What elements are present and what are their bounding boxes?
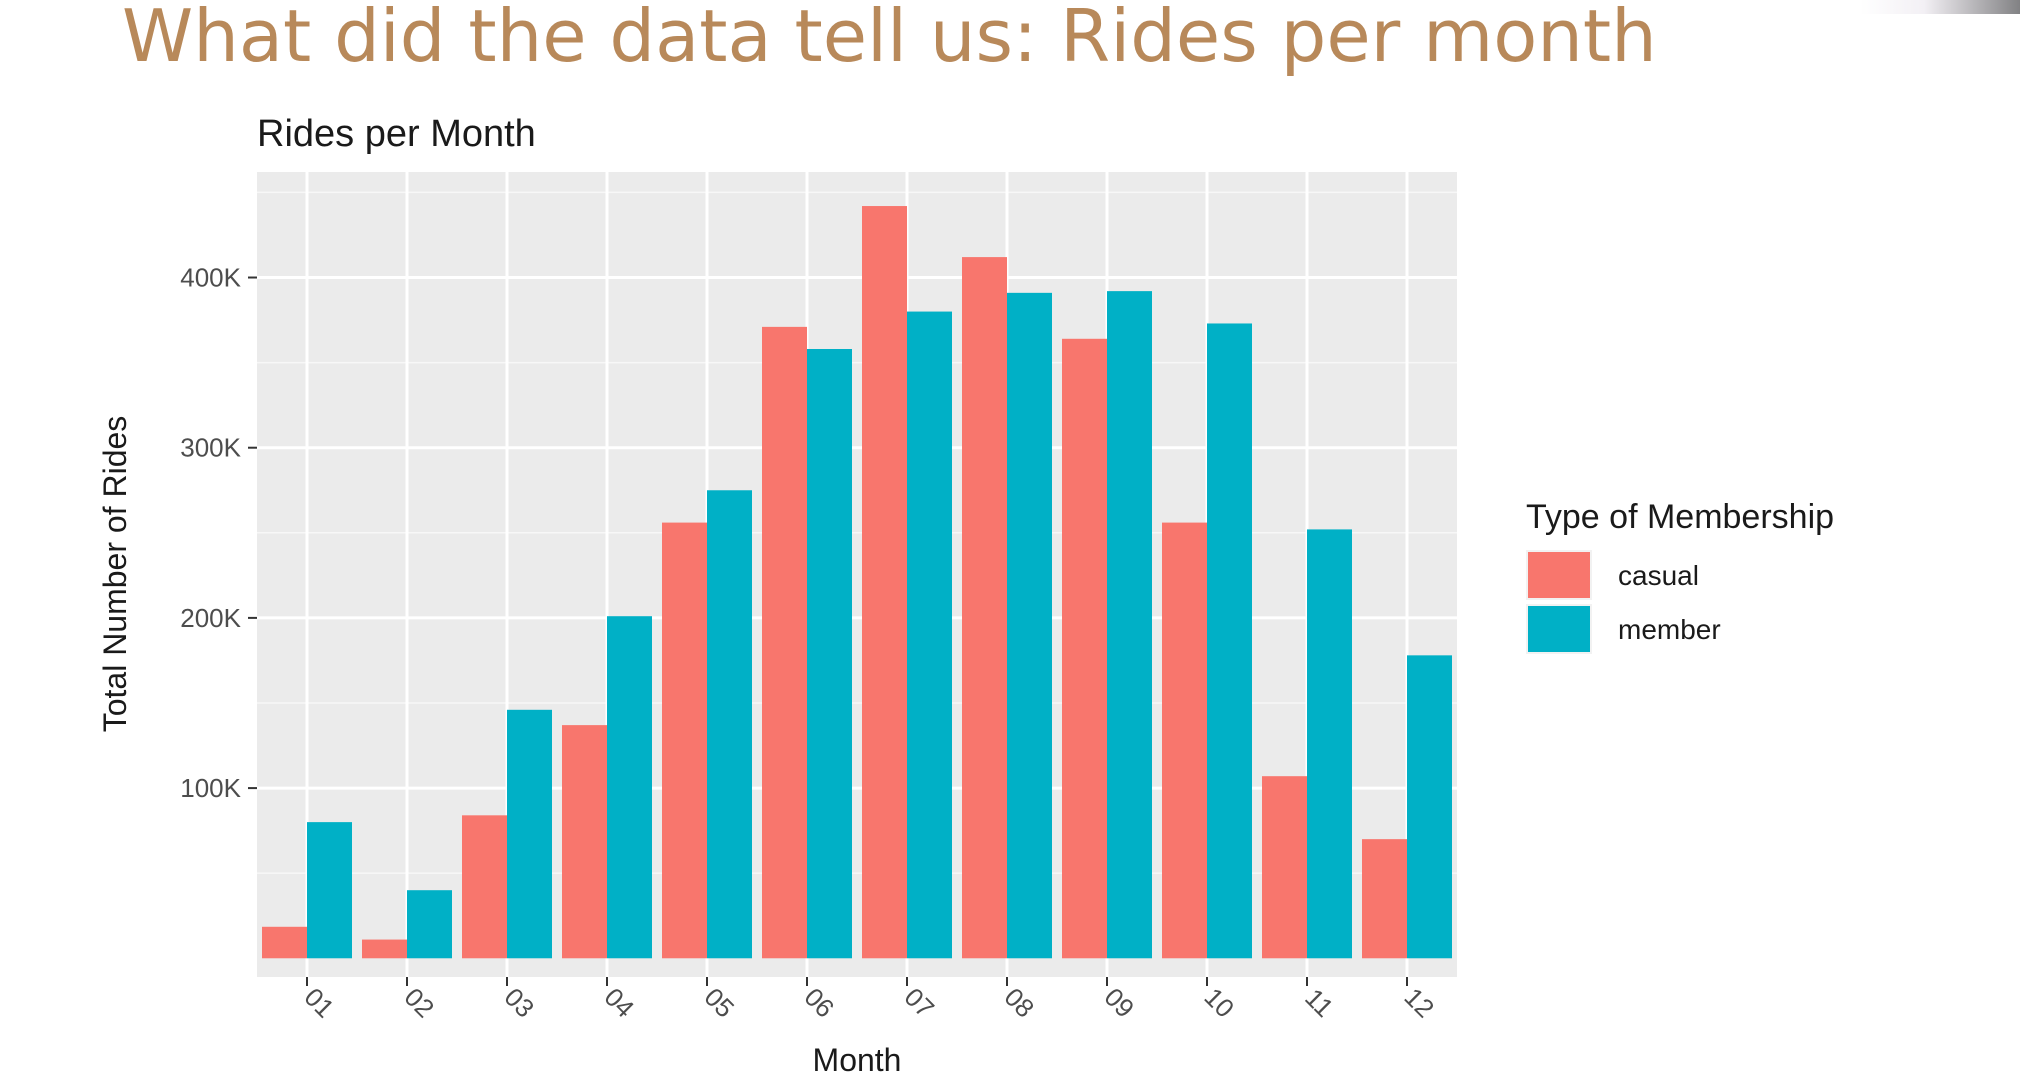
x-tick-label-12: 12 [1399, 982, 1441, 1024]
legend: Type of Membership casual member [1526, 498, 1834, 654]
y-axis-label: Total Number of Rides [97, 416, 133, 733]
x-tick-label-07: 07 [899, 982, 941, 1024]
legend-swatch-member [1528, 606, 1590, 652]
plot-panel [257, 172, 1457, 977]
y-tick-label-3: 300K [180, 433, 241, 463]
y-tick-label-1: 100K [180, 773, 241, 803]
y-tick-label-4: 400K [180, 263, 241, 293]
x-tick-label-05: 05 [699, 982, 741, 1024]
x-tick-label-02: 02 [399, 982, 441, 1024]
bar-casual-04 [562, 725, 607, 959]
x-tick-label-11: 11 [1299, 982, 1339, 1022]
bar-casual-06 [762, 326, 807, 959]
x-axis: 01 02 03 04 05 06 07 08 09 10 11 12 [299, 977, 1441, 1024]
bar-casual-08 [962, 257, 1007, 959]
legend-title: Type of Membership [1526, 498, 1834, 536]
y-tick-label-2: 200K [180, 603, 241, 633]
slide-title: What did the data tell us: Rides per mon… [122, 0, 1657, 78]
x-tick-label-06: 06 [799, 982, 841, 1024]
bar-casual-11 [1262, 776, 1307, 959]
bar-member-12 [1407, 655, 1452, 959]
bar-member-09 [1107, 291, 1152, 959]
bar-member-05 [707, 490, 752, 959]
bar-casual-01 [262, 926, 307, 959]
bar-casual-10 [1162, 522, 1207, 959]
x-tick-label-08: 08 [999, 982, 1041, 1024]
bar-member-07 [907, 311, 952, 959]
legend-swatch-casual [1528, 552, 1590, 598]
bar-member-10 [1207, 323, 1252, 959]
bar-casual-02 [362, 939, 407, 959]
x-tick-label-09: 09 [1099, 982, 1141, 1024]
bar-casual-09 [1062, 338, 1107, 959]
bar-casual-12 [1362, 839, 1407, 959]
bar-casual-03 [462, 815, 507, 959]
legend-label-casual: casual [1618, 560, 1699, 591]
bar-member-01 [307, 822, 352, 959]
bar-member-02 [407, 890, 452, 959]
bar-member-08 [1007, 292, 1052, 959]
bar-member-11 [1307, 529, 1352, 959]
legend-label-member: member [1618, 614, 1721, 645]
bar-casual-07 [862, 206, 907, 959]
x-tick-label-04: 04 [599, 982, 641, 1024]
bar-member-04 [607, 616, 652, 959]
x-axis-label: Month [813, 1042, 902, 1078]
corner-decoration [1860, 0, 2020, 14]
x-tick-label-10: 10 [1199, 982, 1241, 1024]
y-axis: 100K 200K 300K 400K [180, 263, 257, 803]
x-tick-label-01: 01 [299, 982, 341, 1024]
bar-member-03 [507, 709, 552, 959]
chart-title: Rides per Month [257, 113, 536, 155]
bar-casual-05 [662, 522, 707, 959]
bars [262, 206, 1452, 959]
x-tick-label-03: 03 [499, 982, 541, 1024]
bar-member-06 [807, 349, 852, 959]
